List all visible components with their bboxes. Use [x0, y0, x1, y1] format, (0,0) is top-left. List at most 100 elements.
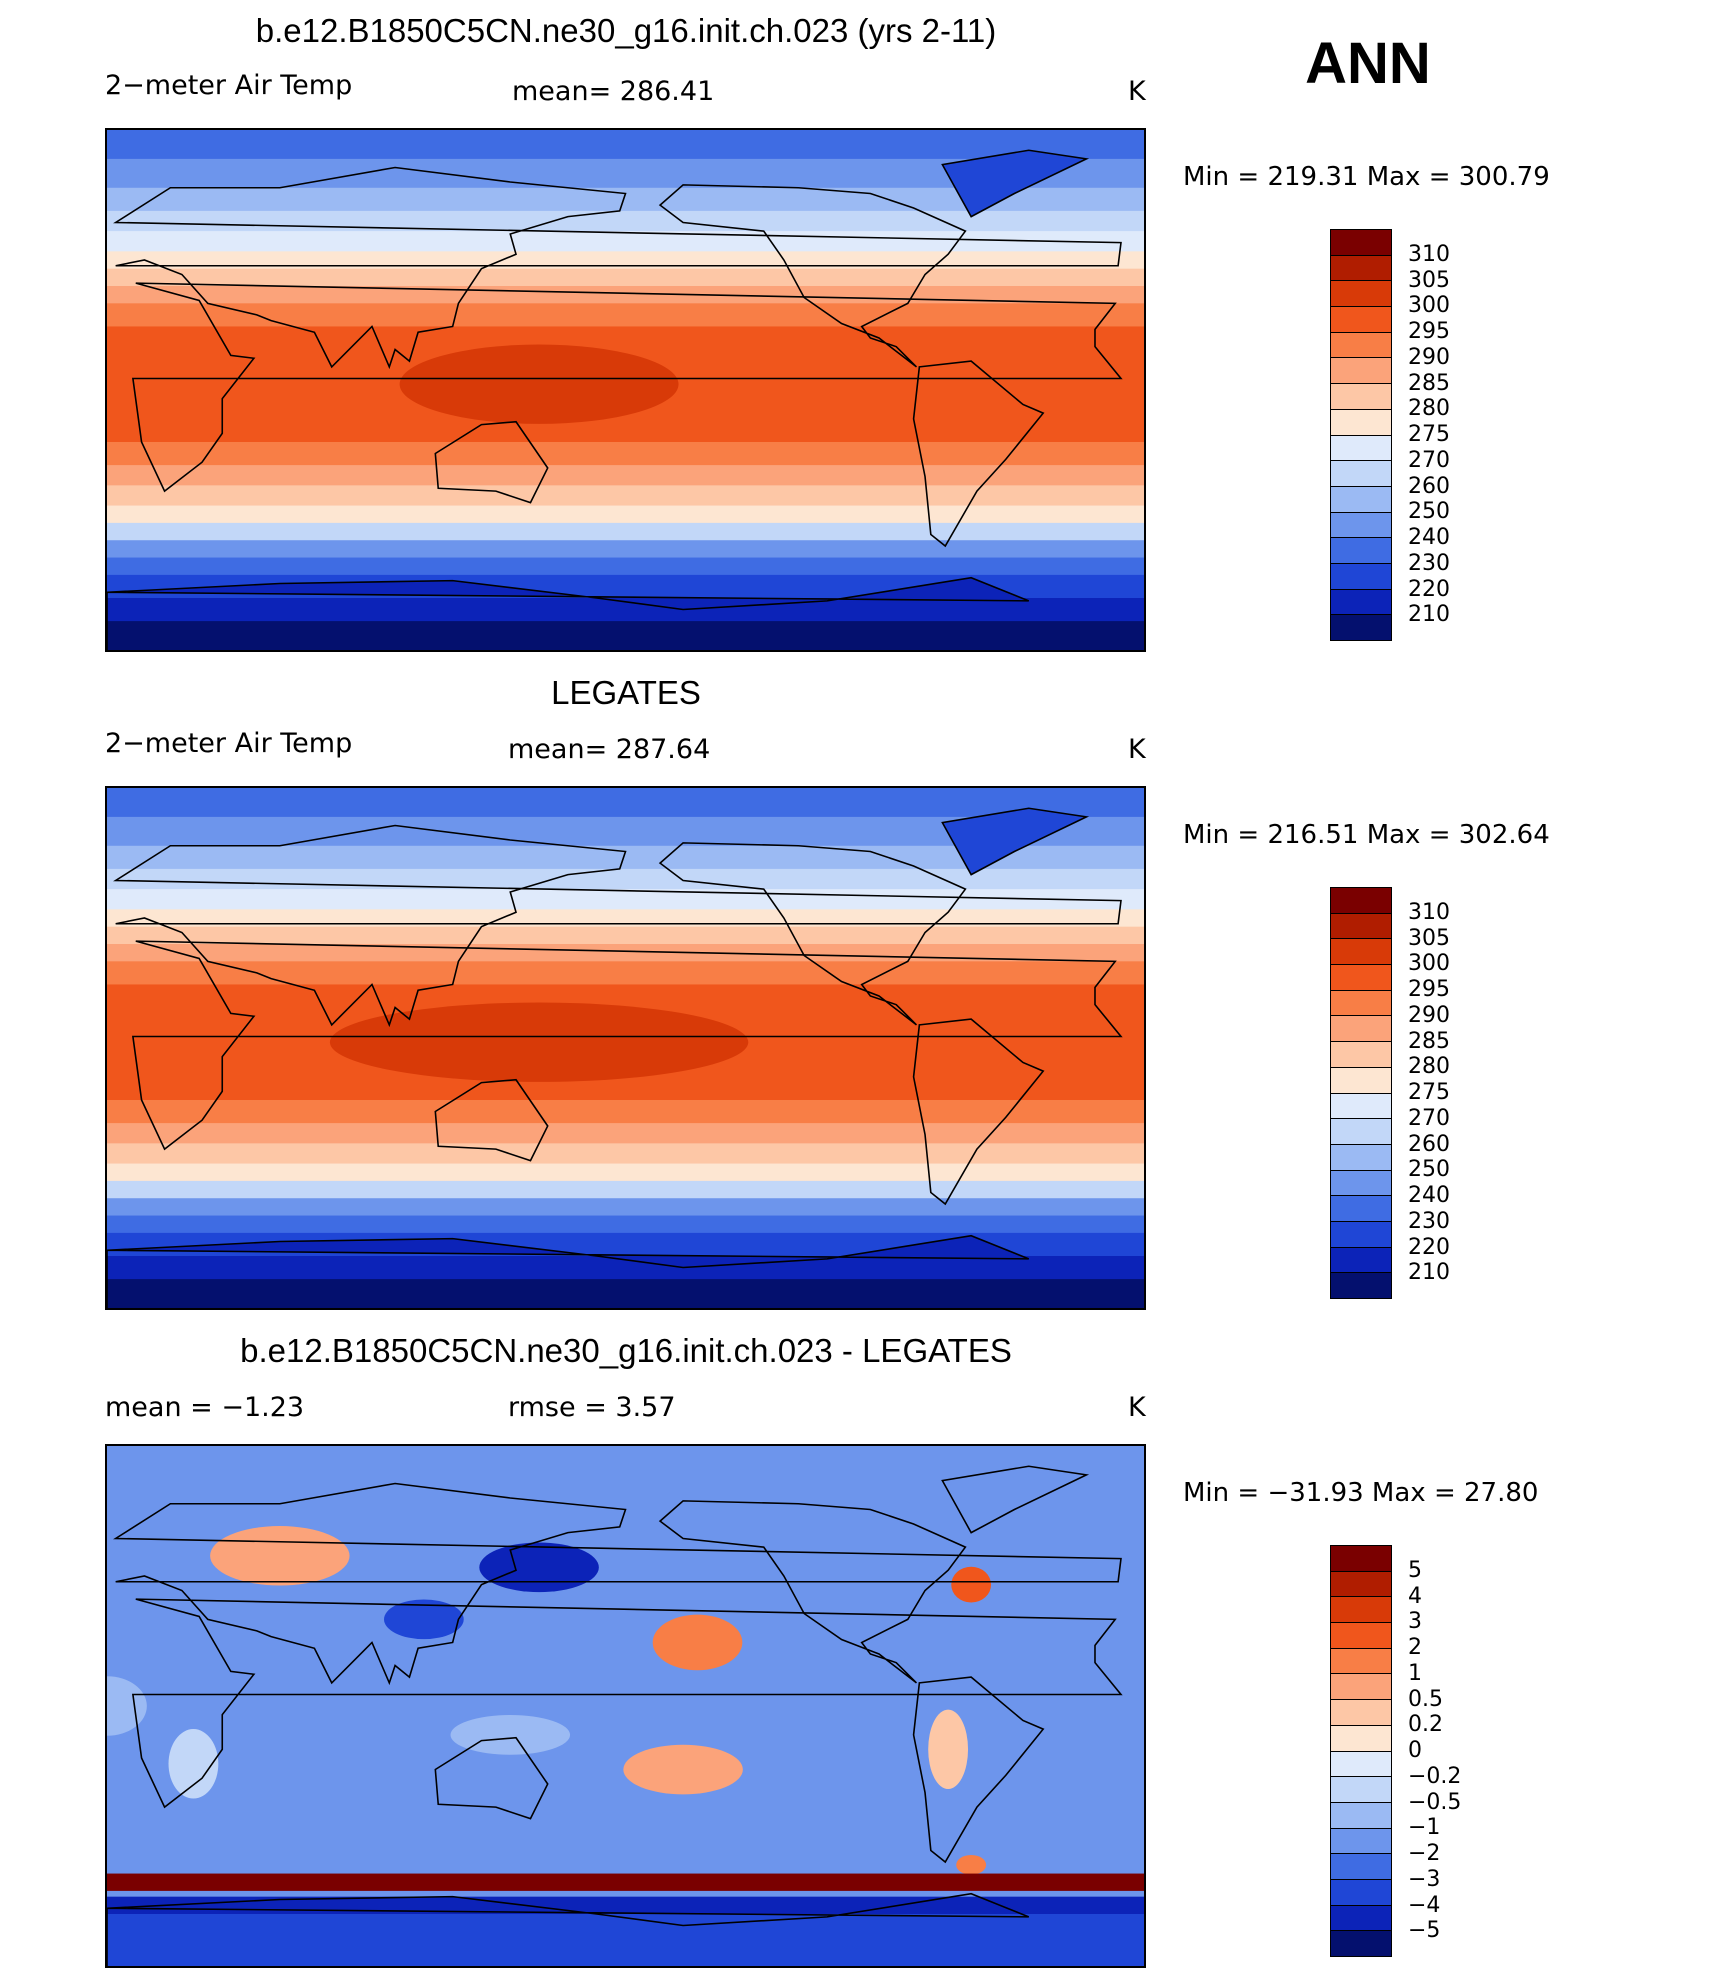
panel-3-minmax-label: Min = −31.93 Max = 27.80 [1183, 1478, 1539, 1508]
colorbar-swatch [1331, 1221, 1391, 1248]
panel-1-minmax-label: Min = 219.31 Max = 300.79 [1183, 162, 1550, 192]
panel-1-variable-label: 2−meter Air Temp [105, 70, 353, 101]
colorbar-swatch [1331, 307, 1391, 333]
panel-1-map [105, 128, 1146, 652]
colorbar-tick-label: 310 [1408, 241, 1450, 267]
difference-blob [168, 1729, 219, 1799]
colorbar-tick-label: −5 [1408, 1918, 1441, 1944]
colorbar-swatch [1331, 1802, 1391, 1829]
colorbar-tick-label: 285 [1408, 1028, 1450, 1054]
colorbar-swatch [1331, 384, 1391, 410]
coastline-antarctica [107, 1234, 1030, 1308]
colorbar-tick-label: 210 [1408, 1260, 1450, 1286]
coastline-samerica [912, 1676, 1045, 1864]
contour-band [107, 130, 1144, 160]
panel-3-title: b.e12.B1850C5CN.ne30_g16.init.ch.023 - L… [240, 1332, 1012, 1369]
colorbar-swatch [1331, 1854, 1391, 1880]
panel-2-variable-label: 2−meter Air Temp [105, 728, 353, 759]
southern-cold-band [107, 1896, 1144, 1914]
colorbar-tick-label: 0.2 [1408, 1712, 1443, 1738]
colorbar-swatch [1331, 1879, 1391, 1906]
panel-1-title: b.e12.B1850C5CN.ne30_g16.init.ch.023 (yr… [255, 12, 997, 49]
contour-band [107, 868, 1144, 891]
contour-band [107, 926, 1144, 945]
colorbar-swatch [1331, 1170, 1391, 1197]
colorbar-tick-label: 280 [1408, 1054, 1450, 1080]
colorbar-tick-label: −1 [1408, 1815, 1441, 1841]
colorbar-tick-label: 0 [1408, 1738, 1422, 1763]
coastline-eurasia [113, 1482, 1122, 1686]
colorbar-tick-label: 250 [1408, 499, 1450, 525]
coastline-greenland [941, 149, 1090, 218]
colorbar-swatch [1331, 1247, 1391, 1274]
colorbar-tick-label: 280 [1408, 396, 1450, 422]
colorbar-tick-label: 300 [1408, 293, 1450, 319]
colorbar-swatch [1331, 589, 1391, 616]
coastline-eurasia [113, 166, 1122, 370]
contour-band [107, 210, 1144, 233]
difference-blob [951, 1566, 992, 1603]
contour-band [107, 1198, 1144, 1217]
coastline-antarctica [107, 576, 1030, 650]
colorbar-tick-label: 1 [1408, 1660, 1422, 1686]
warm-pool [329, 1002, 749, 1082]
contour-band [107, 522, 1144, 542]
difference-blob [928, 1709, 969, 1790]
southern-warm-band [107, 1873, 1144, 1891]
colorbar-swatch [1331, 1777, 1391, 1803]
colorbar-tick-label: 295 [1408, 977, 1450, 1002]
contour-band [107, 268, 1144, 287]
panel-1-mean-label: mean= 286.41 [512, 76, 715, 107]
colorbar-swatch [1331, 1273, 1391, 1298]
colorbar-swatch [1331, 230, 1391, 256]
colorbar-swatch [1331, 435, 1391, 462]
colorbar-tick-label: 270 [1408, 447, 1450, 473]
colorbar-swatch [1331, 1546, 1391, 1572]
contour-band [107, 944, 1144, 963]
coastline-greenland [941, 807, 1090, 876]
map-canvas [107, 1446, 1144, 1966]
colorbar-tick-label: 270 [1408, 1105, 1450, 1131]
colorbar-tick-label: 305 [1408, 925, 1450, 951]
coastline-africa [131, 940, 1123, 1151]
contour-band [107, 231, 1144, 253]
panel-3-colorbar [1330, 1545, 1392, 1957]
colorbar-tick-label: 275 [1408, 422, 1450, 447]
colorbar-tick-label: 305 [1408, 267, 1450, 293]
contour-band [107, 540, 1144, 559]
colorbar-tick-label: 290 [1408, 344, 1450, 370]
colorbar-tick-label: 230 [1408, 550, 1450, 576]
difference-blob [384, 1599, 464, 1640]
colorbar-swatch [1331, 512, 1391, 539]
colorbar-swatch [1331, 1119, 1391, 1145]
colorbar-swatch [1331, 281, 1391, 308]
colorbar-tick-label: 220 [1408, 1234, 1450, 1260]
contour-band [107, 1215, 1144, 1234]
colorbar-swatch [1331, 255, 1391, 282]
colorbar-tick-label: −3 [1408, 1866, 1441, 1892]
contour-band [107, 1123, 1144, 1145]
coastline-samerica [912, 360, 1045, 548]
contour-band [107, 1163, 1144, 1182]
colorbar-tick-label: 0.5 [1408, 1686, 1443, 1712]
contour-band [107, 505, 1144, 524]
difference-blob [210, 1526, 350, 1586]
colorbar-swatch [1331, 888, 1391, 914]
contour-band [107, 1143, 1144, 1165]
coastline-namerica [658, 1500, 967, 1684]
contour-band [107, 788, 1144, 818]
difference-blob [956, 1854, 987, 1875]
difference-blob [450, 1715, 571, 1755]
coastline-namerica [658, 184, 967, 368]
colorbar-swatch [1331, 1648, 1391, 1675]
coastline-africa [131, 282, 1123, 493]
antarctic-negative [107, 1914, 1144, 1966]
panel-1-colorbar [1330, 229, 1392, 641]
contour-band [107, 557, 1144, 576]
colorbar-tick-label: 260 [1408, 473, 1450, 499]
antarctica-cold [107, 577, 1029, 650]
coastline-australia [434, 1078, 549, 1162]
colorbar-tick-label: 285 [1408, 370, 1450, 396]
colorbar-tick-label: 5 [1408, 1557, 1422, 1583]
coastline-samerica [912, 1018, 1045, 1206]
